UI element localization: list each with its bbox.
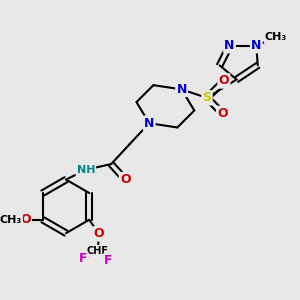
Text: O: O (94, 227, 104, 240)
Text: O: O (20, 213, 31, 226)
Text: O: O (120, 173, 130, 186)
Text: NH: NH (76, 165, 95, 175)
Text: O: O (217, 107, 228, 120)
Text: N: N (224, 39, 235, 52)
Text: F: F (79, 252, 87, 265)
Text: F: F (104, 254, 112, 267)
Text: CH₃: CH₃ (265, 32, 287, 42)
Text: CHF: CHF (87, 246, 109, 256)
Text: CH₃: CH₃ (0, 215, 22, 225)
Text: N: N (251, 39, 262, 52)
Text: N: N (144, 117, 154, 130)
Text: N: N (176, 83, 187, 96)
Text: S: S (202, 91, 211, 104)
Text: O: O (219, 74, 229, 87)
